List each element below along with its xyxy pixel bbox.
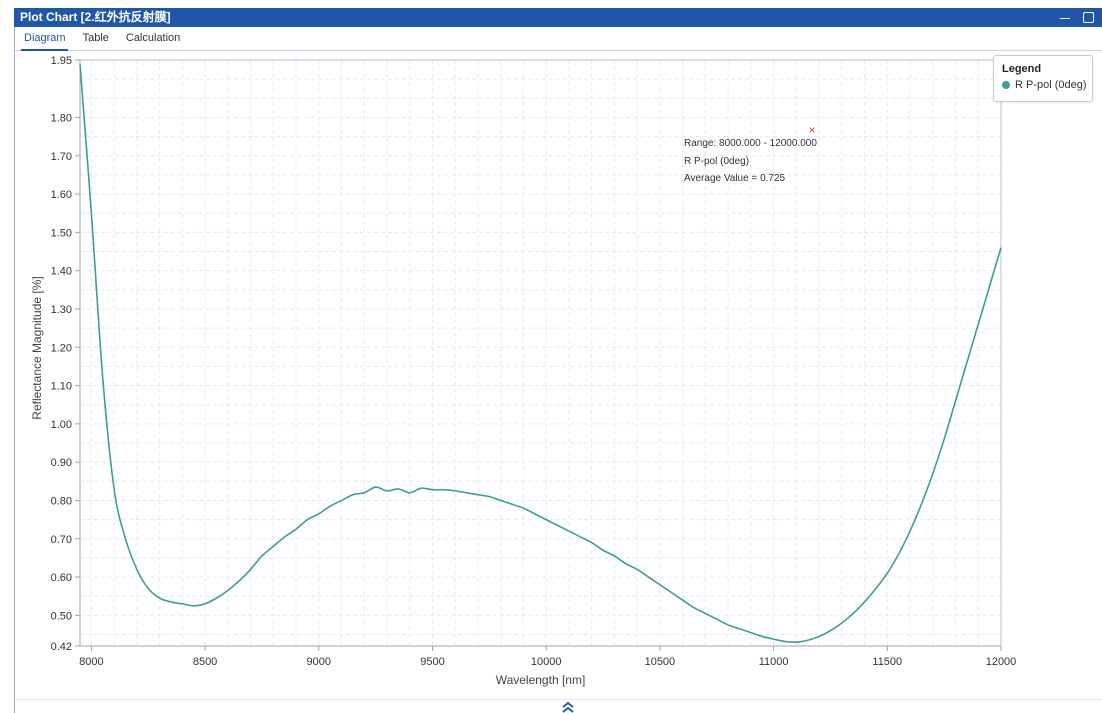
annotation-average-text: Average Value = 0.725 [684, 173, 786, 184]
tab-table[interactable]: Table [82, 32, 109, 44]
y-tick-label: 1.60 [51, 189, 72, 201]
window-controls [1059, 8, 1094, 27]
plot-area-frame [79, 59, 1002, 647]
series-line-r-p-pol[interactable] [79, 63, 1002, 644]
maximize-icon[interactable] [1083, 12, 1094, 23]
window-titlebar: Plot Chart [2.红外抗反射膜] [14, 8, 1102, 27]
annotation-range-text: Range: 8000.000 - 12000.000 [684, 138, 817, 149]
y-tick-label: 1.50 [51, 227, 72, 239]
minimize-icon[interactable] [1059, 12, 1071, 24]
x-tick-label: 8500 [193, 656, 217, 668]
annotation-series-text: R P-pol (0deg) [684, 156, 749, 167]
annotation-marker[interactable]: × [808, 123, 815, 137]
y-tick-label: 1.70 [51, 151, 72, 163]
y-tick-label: 0.50 [51, 610, 72, 622]
y-tick-label: 0.80 [51, 495, 72, 507]
legend-dot-icon [1002, 81, 1010, 89]
y-axis-title: Reflectance Magnitude [%] [30, 276, 44, 419]
y-tick-label: 1.10 [51, 381, 72, 393]
y-tick-label: 1.30 [51, 304, 72, 316]
tab-calculation[interactable]: Calculation [125, 32, 181, 44]
y-tick-label: 1.80 [51, 112, 72, 124]
double-chevron-up-icon[interactable] [561, 701, 575, 713]
x-tick-label: 12000 [986, 656, 1017, 668]
y-tick-label: 1.20 [51, 342, 72, 354]
tab-diagram[interactable]: Diagram [15, 27, 74, 51]
window-left-border [14, 27, 15, 713]
window-title: Plot Chart [2.红外抗反射膜] [20, 10, 171, 24]
x-tick-label: 11500 [872, 656, 902, 668]
tab-bar: Diagram Table Calculation [15, 27, 1102, 51]
bottom-panel-bar [15, 699, 1102, 713]
y-tick-label: 0.60 [51, 572, 72, 584]
y-axis-ticks: 0.42 0.50 0.60 0.70 0.80 0.90 1.00 1.10 1.20 1.30… [51, 55, 80, 653]
y-tick-label: 0.42 [51, 641, 72, 653]
y-tick-label: 1.40 [51, 266, 72, 278]
x-tick-label: 11000 [759, 656, 789, 668]
x-axis-title: Wavelength [nm] [496, 673, 586, 687]
y-tick-label: 1.95 [51, 55, 72, 67]
legend-item-label: R P-pol (0deg) [1015, 79, 1087, 91]
x-tick-label: 9000 [307, 656, 331, 668]
x-axis-ticks: 8000 8500 9000 9500 10000 10500 11000 11500 1200… [79, 646, 1016, 668]
y-tick-label: 1.00 [51, 419, 72, 431]
x-tick-label: 10500 [645, 656, 676, 668]
x-tick-label: 10000 [531, 656, 562, 668]
legend-box: Legend R P-pol (0deg) [993, 55, 1093, 102]
legend-item-r-p-pol[interactable]: R P-pol (0deg) [1002, 79, 1092, 91]
x-tick-label: 8000 [79, 656, 103, 668]
y-tick-label: 0.70 [51, 534, 72, 546]
x-tick-label: 9500 [420, 656, 444, 668]
grid-lines [80, 60, 1002, 646]
legend-title: Legend [1002, 63, 1042, 75]
y-tick-label: 0.90 [51, 457, 72, 469]
